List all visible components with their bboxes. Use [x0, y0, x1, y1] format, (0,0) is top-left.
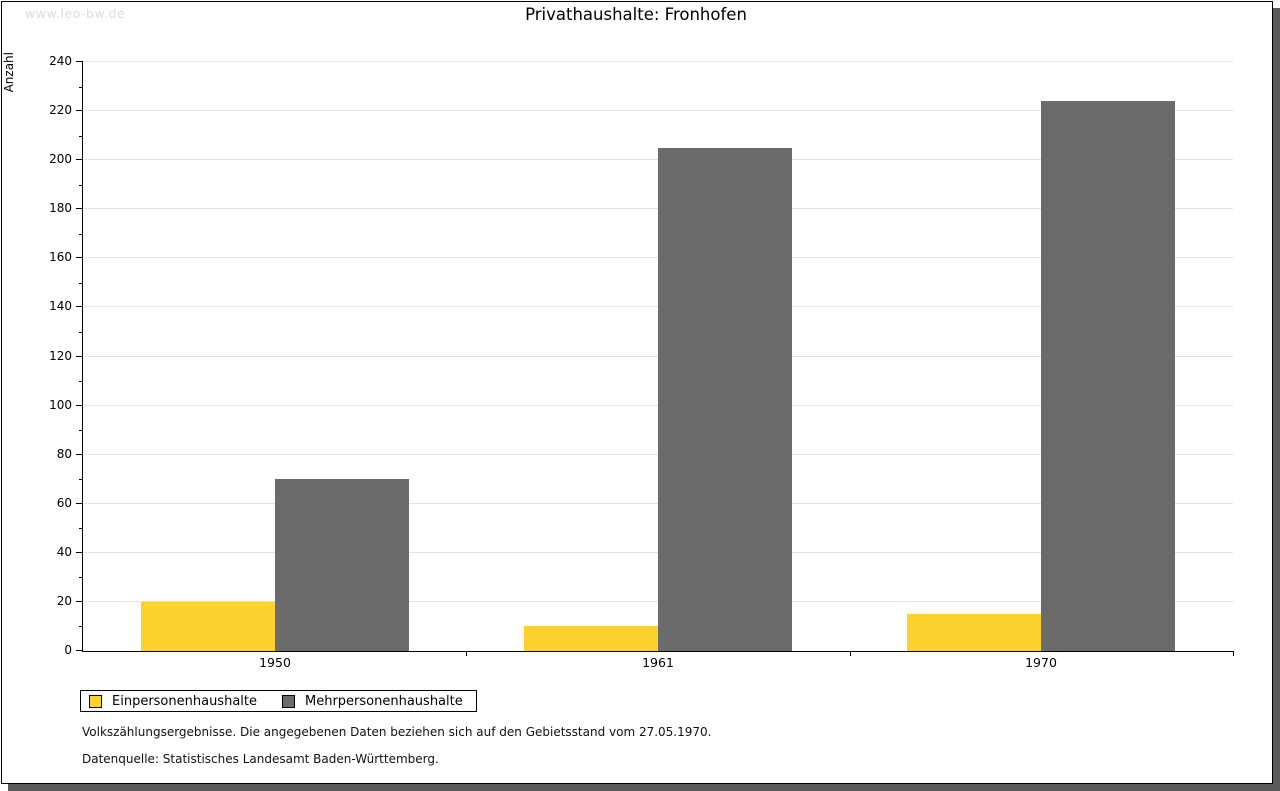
- legend: Einpersonenhaushalte Mehrpersonenhaushal…: [80, 690, 477, 712]
- watermark-leo-bw: www.leo-bw.de: [25, 6, 126, 21]
- y-axis-tick: [76, 453, 83, 455]
- legend-swatch-mehrpersonenhaushalte: [282, 694, 295, 708]
- y-tick-label: 240: [49, 54, 72, 68]
- footnote-source-note: Volkszählungsergebnisse. Die angegebenen…: [82, 725, 712, 739]
- x-tick-label-1950: 1950: [259, 655, 291, 670]
- y-axis-tick: [76, 208, 83, 210]
- x-tick-label-1961: 1961: [642, 655, 674, 670]
- legend-label: Mehrpersonenhaushalte: [305, 693, 463, 709]
- bar-mehrpersonenhaushalte-1950: [275, 479, 409, 651]
- y-axis-tick: [79, 331, 83, 333]
- y-axis-tick: [79, 135, 83, 137]
- y-tick-label: 180: [49, 201, 72, 216]
- x-axis-tick: [850, 651, 851, 656]
- bar-einpersonenhaushalte-1961: [524, 626, 658, 651]
- y-tick-label: 220: [49, 103, 72, 118]
- legend-item-einpersonenhaushalte: Einpersonenhaushalte: [89, 694, 257, 709]
- bar-mehrpersonenhaushalte-1970: [1041, 101, 1175, 651]
- y-axis-tick: [76, 110, 83, 112]
- y-axis-tick: [76, 551, 83, 553]
- bar-einpersonenhaushalte-1950: [141, 602, 275, 651]
- y-tick-label: 200: [49, 152, 72, 167]
- y-tick-label: 40: [56, 544, 72, 559]
- y-tick-label: 60: [56, 495, 72, 510]
- bar-einpersonenhaushalte-1970: [907, 614, 1041, 651]
- footnote-data-source: Datenquelle: Statistisches Landesamt Bad…: [82, 752, 439, 766]
- y-axis-tick: [79, 626, 83, 628]
- chart-plot-area: 0 20 40 60 80 100 120 140 160 180 200 220 240 1950 196…: [49, 54, 1234, 670]
- y-axis-tick: [76, 502, 83, 504]
- y-axis-tick: [76, 355, 83, 357]
- y-tick-label: 20: [56, 593, 72, 608]
- x-axis-tick: [466, 651, 467, 656]
- legend-label: Einpersonenhaushalte: [112, 693, 257, 709]
- x-tick-label-1970: 1970: [1025, 655, 1057, 670]
- y-axis-tick: [79, 233, 83, 235]
- y-axis-tick: [76, 306, 83, 308]
- y-axis-tick: [76, 404, 83, 406]
- y-axis-tick: [79, 479, 83, 481]
- y-axis-tick: [76, 159, 83, 161]
- y-axis-tick: [79, 282, 83, 284]
- gridline: [83, 61, 1233, 62]
- y-tick-label: 140: [49, 299, 72, 314]
- y-axis-tick: [79, 528, 83, 530]
- y-axis-tick: [76, 650, 83, 651]
- x-axis-tick: [1233, 651, 1234, 656]
- legend-item-mehrpersonenhaushalte: Mehrpersonenhaushalte: [282, 694, 463, 709]
- bar-mehrpersonenhaushalte-1961: [658, 148, 792, 651]
- y-tick-label: 100: [49, 397, 72, 412]
- y-axis-tick: [76, 61, 83, 62]
- y-tick-label: 0: [64, 643, 72, 657]
- legend-swatch-einpersonenhaushalte: [89, 694, 102, 708]
- chart-title: Privathaushalte: Fronhofen: [525, 5, 747, 24]
- y-tick-label: 120: [49, 348, 72, 363]
- y-axis-tick: [79, 184, 83, 186]
- y-axis-tick: [79, 86, 83, 88]
- y-tick-label: 80: [56, 446, 72, 461]
- y-axis-tick: [76, 257, 83, 259]
- gridline: [83, 110, 1233, 112]
- y-tick-label: 160: [49, 250, 72, 265]
- y-axis-title: Anzahl: [2, 52, 16, 93]
- y-axis-tick: [79, 381, 83, 383]
- y-axis-tick: [79, 577, 83, 579]
- y-axis-tick: [76, 600, 83, 602]
- y-axis-tick: [79, 430, 83, 432]
